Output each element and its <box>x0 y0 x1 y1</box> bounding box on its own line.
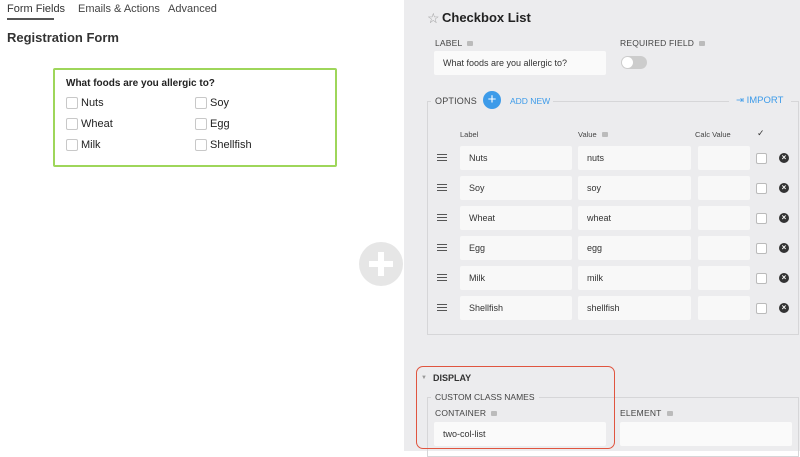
remove-option-icon[interactable]: × <box>779 183 789 193</box>
option-label-input[interactable]: Shellfish <box>460 296 572 320</box>
options-label: OPTIONS <box>435 96 477 106</box>
option-calc-input[interactable] <box>698 146 750 170</box>
plus-circle-icon[interactable] <box>359 242 403 286</box>
col-header-calc: Calc Value <box>695 130 731 139</box>
checkbox[interactable] <box>66 139 78 151</box>
default-checkbox[interactable] <box>756 153 767 164</box>
option-calc-input[interactable] <box>698 296 750 320</box>
required-toggle[interactable] <box>621 56 647 69</box>
remove-option-icon[interactable]: × <box>779 213 789 223</box>
star-outline-icon[interactable]: ☆ <box>427 10 440 26</box>
option-value-input[interactable]: nuts <box>578 146 691 170</box>
option-label: Egg <box>210 118 230 130</box>
option-value-input[interactable]: shellfish <box>578 296 691 320</box>
checkbox[interactable] <box>195 118 207 130</box>
option-label: Wheat <box>81 118 113 130</box>
option-label-input[interactable]: Wheat <box>460 206 572 230</box>
col-header-value: Value <box>578 130 608 139</box>
option-calc-input[interactable] <box>698 236 750 260</box>
remove-option-icon[interactable]: × <box>779 273 789 283</box>
default-checkbox[interactable] <box>756 213 767 224</box>
option-value-input[interactable]: milk <box>578 266 691 290</box>
drag-handle-icon[interactable] <box>437 244 447 251</box>
option-calc-input[interactable] <box>698 176 750 200</box>
default-checkbox[interactable] <box>756 273 767 284</box>
remove-option-icon[interactable]: × <box>779 303 789 313</box>
checkbox[interactable] <box>195 139 207 151</box>
option-label-input[interactable]: Egg <box>460 236 572 260</box>
element-label: ELEMENT <box>620 408 673 418</box>
checkbox[interactable] <box>66 97 78 109</box>
tab-form-fields[interactable]: Form Fields <box>7 3 66 15</box>
custom-class-names-label: CUSTOM CLASS NAMES <box>431 392 539 402</box>
form-canvas: Form Fields Emails & Actions Advanced Re… <box>0 0 404 451</box>
display-highlight <box>416 366 615 449</box>
drag-handle-icon[interactable] <box>437 304 447 311</box>
tab-advanced[interactable]: Advanced <box>168 3 217 15</box>
container-class-input[interactable]: two-col-list <box>434 422 606 446</box>
option-value-input[interactable]: wheat <box>578 206 691 230</box>
label-input[interactable]: What foods are you allergic to? <box>434 51 606 75</box>
add-option-button[interactable]: + <box>483 91 501 109</box>
import-link[interactable]: ⇥ IMPORT <box>736 95 784 106</box>
form-title: Registration Form <box>7 30 119 45</box>
option-label: Milk <box>81 139 101 151</box>
option-label-input[interactable]: Nuts <box>460 146 572 170</box>
element-class-input[interactable] <box>620 422 792 446</box>
tab-emails-actions[interactable]: Emails & Actions <box>78 3 160 15</box>
checkbox[interactable] <box>195 97 207 109</box>
option-value-input[interactable]: soy <box>578 176 691 200</box>
option-calc-input[interactable] <box>698 206 750 230</box>
remove-option-icon[interactable]: × <box>779 243 789 253</box>
drag-handle-icon[interactable] <box>437 274 447 281</box>
add-new-link[interactable]: ADD NEW <box>510 96 551 106</box>
remove-option-icon[interactable]: × <box>779 153 789 163</box>
checkbox-field-preview[interactable]: What foods are you allergic to? Nuts Soy… <box>53 68 337 167</box>
panel-title: Checkbox List <box>442 10 531 25</box>
label-field-label: LABEL <box>435 38 474 48</box>
help-icon <box>699 41 706 46</box>
option-label: Soy <box>210 97 229 109</box>
col-header-default-check: ✓ <box>757 128 765 138</box>
option-label: Nuts <box>81 97 104 109</box>
option-label-input[interactable]: Soy <box>460 176 572 200</box>
default-checkbox[interactable] <box>756 183 767 194</box>
default-checkbox[interactable] <box>756 243 767 254</box>
option-value-input[interactable]: egg <box>578 236 691 260</box>
help-icon <box>467 41 474 46</box>
col-header-label: Label <box>460 130 479 139</box>
drag-handle-icon[interactable] <box>437 154 447 161</box>
option-calc-input[interactable] <box>698 266 750 290</box>
import-icon: ⇥ <box>736 95 744 106</box>
option-label-input[interactable]: Milk <box>460 266 572 290</box>
default-checkbox[interactable] <box>756 303 767 314</box>
option-label: Shellfish <box>210 139 252 151</box>
display-section-toggle[interactable]: DISPLAY <box>433 373 472 383</box>
drag-handle-icon[interactable] <box>437 184 447 191</box>
checkbox[interactable] <box>66 118 78 130</box>
collapse-triangle-icon[interactable]: ▼ <box>421 375 427 381</box>
required-field-label: REQUIRED FIELD <box>620 38 706 48</box>
active-tab-indicator <box>7 18 54 20</box>
container-label: CONTAINER <box>435 408 498 418</box>
drag-handle-icon[interactable] <box>437 214 447 221</box>
field-question: What foods are you allergic to? <box>66 78 215 89</box>
